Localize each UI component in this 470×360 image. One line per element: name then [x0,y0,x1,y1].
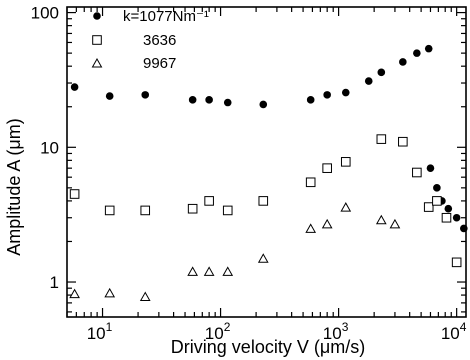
data-point-circle [105,92,114,100]
data-point-circle [399,58,407,66]
data-point-triangle [340,202,352,212]
data-point-circle [460,224,468,233]
data-point-triangle [91,57,103,68]
data-point-square [340,157,351,167]
data-point-triangle [389,218,401,229]
x-tick-label: 104 [441,320,467,343]
data-point-circle [364,77,373,85]
data-markers [69,44,468,302]
data-point-circle [424,44,433,53]
data-point-circle [413,49,421,57]
data-point-square [451,257,462,268]
data-point-square [322,163,332,173]
plot-frame [66,6,467,318]
y-tick-label: 100 [31,4,59,23]
data-point-square [412,167,422,178]
data-point-square [187,203,198,214]
data-point-square [305,177,316,188]
data-point-circle [377,68,386,77]
data-point-circle [433,184,441,192]
data-point-square [204,196,214,206]
data-point-circle [444,204,453,213]
data-point-triangle [305,223,317,233]
data-point-circle [452,213,461,222]
data-point-square [441,212,452,223]
x-axis: 101 102 103 104 [66,7,467,343]
data-point-square [398,136,408,147]
data-point-square [423,202,434,212]
data-point-circle [426,164,435,172]
data-point-square [140,205,151,216]
data-point-circle [205,96,213,104]
x-axis-label: Driving velocity V (μm/s) [171,337,365,357]
data-point-square [222,205,233,216]
data-point-square [69,189,80,199]
legend: k=1077Nm⁻¹ 3636 9967 [91,8,209,72]
legend-label: 3636 [143,32,176,49]
data-point-triangle [222,266,234,276]
x-tick-label: 101 [87,320,113,343]
data-point-triangle [203,266,215,276]
data-point-square [432,196,442,206]
data-point-circle [223,98,232,107]
data-point-circle [70,83,79,91]
data-point-triangle [187,266,199,276]
y-tick-label: 1 [50,273,59,292]
plot-border [66,6,467,318]
data-point-square [104,205,115,216]
y-axis-label: Amplitude A (μm) [4,118,24,255]
data-point-triangle [321,218,333,229]
data-point-triangle [375,214,387,225]
data-point-triangle [104,287,116,298]
data-point-circle [141,91,150,99]
data-point-circle [341,88,350,97]
data-point-square [376,134,387,144]
data-point-triangle [257,253,269,263]
x-tick-label: 102 [205,320,231,343]
legend-label: 9967 [143,55,176,72]
data-point-circle [93,12,101,20]
data-point-circle [188,96,197,104]
y-tick-label: 10 [40,138,59,157]
data-point-square [92,35,102,45]
data-point-circle [259,100,268,109]
data-point-circle [323,91,331,99]
x-tick-label: 103 [323,320,349,343]
legend-label: k=1077Nm⁻¹ [123,8,209,25]
data-point-circle [306,96,315,104]
y-axis: 1 10 100 [31,4,466,313]
data-point-triangle [139,291,151,302]
data-point-square [258,196,269,206]
data-point-triangle [69,288,80,299]
